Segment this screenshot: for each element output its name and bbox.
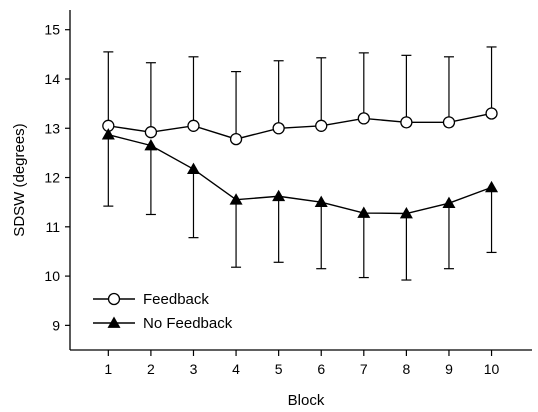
data-point-no-feedback [399, 207, 413, 219]
series-markers [101, 107, 499, 219]
series-line-feedback [108, 112, 492, 140]
legend-marker-no-feedback [107, 316, 121, 328]
y-axis-title: SDSW (degrees) [11, 123, 28, 236]
data-point-no-feedback [485, 180, 499, 193]
data-point-feedback [442, 116, 456, 129]
legend-marker-feedback [107, 292, 121, 306]
x-tick-label: 7 [360, 361, 368, 377]
y-tick-label: 9 [52, 317, 60, 333]
data-point-no-feedback [272, 189, 286, 202]
x-tick-label: 10 [484, 361, 500, 377]
x-tick-label: 3 [190, 361, 198, 377]
data-point-no-feedback [314, 195, 328, 208]
x-tick-label: 6 [317, 361, 325, 377]
data-point-feedback [272, 122, 285, 135]
data-point-no-feedback [357, 206, 371, 218]
data-point-feedback [315, 119, 328, 132]
y-tick-label: 12 [44, 170, 60, 186]
data-point-feedback [144, 126, 158, 139]
x-tick-label: 1 [104, 361, 112, 377]
series-line-no-feedback [108, 133, 492, 215]
series-lines [108, 112, 492, 215]
error-bars [103, 46, 497, 281]
x-tick-label: 2 [147, 361, 155, 377]
y-tick-label: 15 [44, 22, 60, 38]
data-point-feedback [400, 116, 413, 129]
legend: Feedback No Feedback [93, 291, 233, 332]
legend-label: No Feedback [143, 315, 233, 332]
y-tick-label: 14 [44, 71, 60, 87]
data-point-feedback [187, 119, 200, 132]
data-point-no-feedback [442, 196, 456, 209]
data-point-no-feedback [229, 193, 243, 205]
y-tick-label: 11 [45, 219, 60, 235]
x-tick-label: 5 [275, 361, 283, 377]
data-point-no-feedback [144, 139, 158, 151]
data-point-feedback [357, 112, 370, 125]
data-point-feedback [229, 132, 243, 146]
x-tick-label: 8 [402, 361, 410, 377]
legend-label: Feedback [143, 291, 209, 308]
x-tick-label: 9 [445, 361, 453, 377]
data-point-feedback [485, 107, 498, 120]
data-point-no-feedback [186, 162, 200, 175]
x-axis-title: Block [288, 392, 325, 409]
y-tick-label: 10 [44, 268, 60, 284]
y-tick-label: 13 [44, 120, 60, 136]
x-tick-label: 4 [232, 361, 240, 377]
data-point-no-feedback [101, 128, 115, 140]
